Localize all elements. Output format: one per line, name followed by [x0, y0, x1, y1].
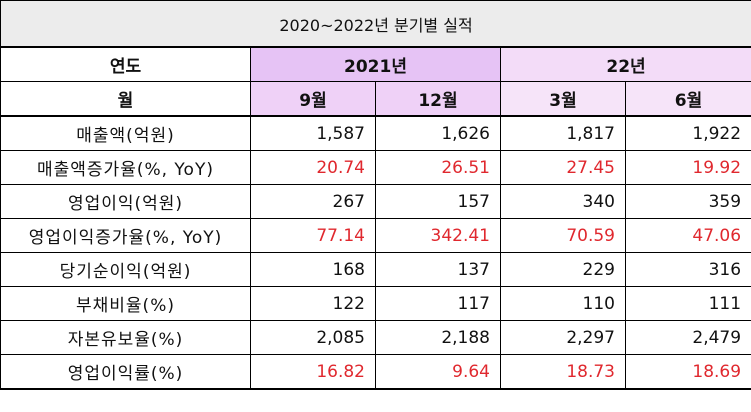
value-cell: 342.41	[375, 218, 501, 253]
year-header-2021: 2021년	[250, 46, 501, 82]
table-row: 자본유보율(%) 2,085 2,188 2,297 2,479	[0, 320, 751, 355]
table-row: 부채비율(%) 122 117 110 111	[0, 286, 751, 321]
row-label: 당기순이익(억원)	[0, 252, 251, 287]
value-cell: 229	[500, 252, 626, 287]
value-cell: 1,817	[500, 115, 626, 151]
month-header-6: 6월	[624, 81, 751, 117]
row-label: 매출액(억원)	[0, 115, 251, 151]
row-label: 영업이익증가율(%, YoY)	[0, 218, 251, 253]
value-cell: 168	[250, 252, 376, 287]
caption-row: 2020~2022년 분기별 실적	[0, 0, 751, 48]
month-header-9: 9월	[250, 81, 376, 117]
value-cell: 117	[375, 286, 501, 321]
row-label: 영업이익(억원)	[0, 184, 251, 219]
month-header-12: 12월	[375, 81, 501, 117]
quarterly-results-table: 2020~2022년 분기별 실적 연도 2021년 22년 월 9월 12월 …	[0, 0, 751, 390]
value-cell: 70.59	[500, 218, 626, 253]
month-header-3: 3월	[500, 81, 626, 117]
value-cell: 26.51	[375, 150, 501, 185]
value-cell: 1,626	[375, 115, 501, 151]
value-cell: 2,479	[624, 320, 751, 355]
table-row: 매출액증가율(%, YoY) 20.74 26.51 27.45 19.92	[0, 150, 751, 185]
value-cell: 20.74	[250, 150, 376, 185]
value-cell: 19.92	[624, 150, 751, 185]
year-header-label: 연도	[0, 46, 251, 82]
value-cell: 111	[624, 286, 751, 321]
value-cell: 359	[624, 184, 751, 219]
value-cell: 122	[250, 286, 376, 321]
value-cell: 2,085	[250, 320, 376, 355]
row-label: 매출액증가율(%, YoY)	[0, 150, 251, 185]
year-header-22: 22년	[499, 46, 751, 82]
table-caption: 2020~2022년 분기별 실적	[0, 0, 751, 48]
value-cell: 2,297	[500, 320, 626, 355]
value-cell: 110	[500, 286, 626, 321]
table-row: 당기순이익(억원) 168 137 229 316	[0, 252, 751, 287]
value-cell: 16.82	[250, 354, 376, 390]
value-cell: 2,188	[375, 320, 501, 355]
value-cell: 267	[250, 184, 376, 219]
table-row: 영업이익(억원) 267 157 340 359	[0, 184, 751, 219]
value-cell: 77.14	[250, 218, 376, 253]
value-cell: 1,922	[624, 115, 751, 151]
value-cell: 157	[375, 184, 501, 219]
table-row: 영업이익률(%) 16.82 9.64 18.73 18.69	[0, 354, 751, 390]
value-cell: 9.64	[375, 354, 501, 390]
value-cell: 1,587	[250, 115, 376, 151]
value-cell: 18.73	[500, 354, 626, 390]
value-cell: 137	[375, 252, 501, 287]
year-header-row: 연도 2021년 22년	[0, 46, 751, 82]
value-cell: 316	[624, 252, 751, 287]
row-label: 부채비율(%)	[0, 286, 251, 321]
value-cell: 18.69	[624, 354, 751, 390]
value-cell: 47.06	[624, 218, 751, 253]
month-header-row: 월 9월 12월 3월 6월	[0, 81, 751, 117]
table-row: 매출액(억원) 1,587 1,626 1,817 1,922	[0, 115, 751, 151]
table-row: 영업이익증가율(%, YoY) 77.14 342.41 70.59 47.06	[0, 218, 751, 253]
data-rows: 매출액(억원) 1,587 1,626 1,817 1,922 매출액증가율(%, YoY…	[0, 115, 751, 390]
row-label: 자본유보율(%)	[0, 320, 251, 355]
month-header-label: 월	[0, 81, 251, 117]
value-cell: 340	[500, 184, 626, 219]
row-label: 영업이익률(%)	[0, 354, 251, 390]
value-cell: 27.45	[500, 150, 626, 185]
